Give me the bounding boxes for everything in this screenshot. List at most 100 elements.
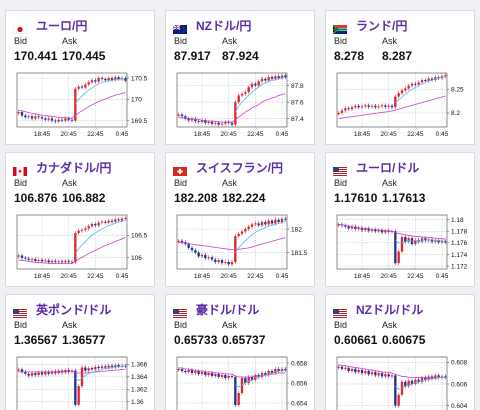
ask-label: Ask xyxy=(382,36,398,46)
candle-body xyxy=(30,259,34,260)
candle-body xyxy=(177,114,180,116)
candle-body xyxy=(117,77,120,79)
candle-body xyxy=(200,254,204,257)
currency-pair-link[interactable]: NZドル/円 xyxy=(196,18,252,33)
card-title[interactable]: NZドル/ドル xyxy=(333,300,423,318)
candle-body xyxy=(37,372,40,375)
candle-body xyxy=(354,226,357,229)
candle-body xyxy=(277,76,280,78)
rate-card-chf-jpy[interactable]: スイスフラン/円 Bid Ask 182.208 182.224 18:45 20… xyxy=(165,152,315,287)
candle-body xyxy=(207,257,210,259)
card-title[interactable]: ユーロ/ドル xyxy=(333,158,419,176)
ma-short-line xyxy=(395,377,446,390)
candle-body xyxy=(387,374,390,377)
candle-body xyxy=(390,105,394,108)
candle-body xyxy=(414,379,417,384)
ma-short-line xyxy=(235,221,286,253)
candle-body xyxy=(207,122,210,123)
candle-body xyxy=(397,93,400,97)
card-title[interactable]: ユーロ/円 xyxy=(12,16,88,34)
candle-body xyxy=(347,108,350,110)
candle-body xyxy=(434,77,437,81)
card-title[interactable]: NZドル/円 xyxy=(172,16,252,34)
candle-body xyxy=(100,366,104,369)
candle-body xyxy=(120,218,124,221)
candle-body xyxy=(197,371,200,374)
price-chart[interactable]: 18:45 20:45 22:45 0:45 87.8 87.6 87.4 xyxy=(174,71,314,144)
currency-pair-link[interactable]: 豪ドル/ドル xyxy=(196,302,260,317)
card-title[interactable]: 豪ドル/ドル xyxy=(173,300,259,318)
rate-card-gbp-usd[interactable]: 英ポンド/ドル Bid Ask 1.36567 1.36577 18:4520:… xyxy=(5,294,155,410)
currency-pair-link[interactable]: スイスフラン/円 xyxy=(196,160,283,175)
price-chart[interactable]: 18:45 20:45 22:45 0:45 1.18 1.178 1.176 1.174 1.… xyxy=(334,213,474,286)
candle-body xyxy=(407,380,410,387)
candle-body xyxy=(47,118,50,120)
rate-card-nzd-usd[interactable]: NZドル/ドル Bid Ask 0.60661 0.60675 18:4520:… xyxy=(325,294,475,410)
candle-body xyxy=(224,261,227,263)
rate-card-cad-jpy[interactable]: カナダドル/円 Bid Ask 106.876 106.882 18:45 20:… xyxy=(5,152,155,287)
candle-body xyxy=(27,116,30,118)
candle-body xyxy=(247,377,250,383)
ma-long-line xyxy=(18,237,126,264)
ma-long-line xyxy=(178,367,286,378)
ma-long-line xyxy=(338,95,446,119)
currency-pair-link[interactable]: ランド/円 xyxy=(356,18,408,33)
price-chart[interactable]: 18:45 20:45 22:45 0:45 182 181.5 xyxy=(174,213,314,286)
rate-card-eur-usd[interactable]: ユーロ/ドル Bid Ask 1.17610 1.17613 18:45 20:4… xyxy=(325,152,475,287)
bid-label: Bid xyxy=(14,320,28,330)
candle-body xyxy=(377,230,380,232)
candle-body xyxy=(34,116,37,119)
candle-body xyxy=(420,377,424,382)
currency-pair-link[interactable]: ユーロ/円 xyxy=(36,18,88,33)
price-chart[interactable]: 18:45 20:45 22:45 0:45 8.25 8.2 xyxy=(334,71,474,144)
rate-card-nzd-jpy[interactable]: NZドル/円 Bid Ask 87.917 87.924 18:45 20:45 2… xyxy=(165,10,315,145)
price-chart[interactable]: 18:45 20:45 22:45 0:45 170.5 170 169.5 xyxy=(14,71,154,144)
candle-body xyxy=(180,369,184,371)
candle-body xyxy=(277,369,280,371)
x-tick-label: 20:45 xyxy=(221,273,238,280)
currency-pair-link[interactable]: NZドル/ドル xyxy=(356,302,424,317)
candle-body xyxy=(194,371,197,373)
candle-body xyxy=(107,220,110,223)
card-title[interactable]: スイスフラン/円 xyxy=(173,158,283,176)
candle-body xyxy=(344,108,347,111)
currency-pair-link[interactable]: 英ポンド/ドル xyxy=(36,302,112,317)
candle-body xyxy=(444,241,447,243)
y-tick-label: 87.6 xyxy=(291,99,304,106)
rate-card-zar-jpy[interactable]: ランド/円 Bid Ask 8.278 8.287 18:45 20:45 22:4… xyxy=(325,10,475,145)
ask-label: Ask xyxy=(222,320,238,330)
candle-body xyxy=(357,227,360,229)
x-tick-label: 22:45 xyxy=(407,273,424,280)
rate-card-eur-jpy[interactable]: ユーロ/円 Bid Ask 170.441 170.445 18:45 20:45… xyxy=(5,10,155,145)
bid-value: 8.278 xyxy=(334,49,365,63)
card-title[interactable]: ランド/円 xyxy=(332,16,408,34)
candle-body xyxy=(260,78,264,82)
candle-body xyxy=(210,373,214,376)
currency-pair-link[interactable]: カナダドル/円 xyxy=(36,160,112,175)
candle-body xyxy=(344,367,347,369)
ask-value: 0.60675 xyxy=(382,333,426,347)
price-chart[interactable]: 18:45 20:45 22:45 0:45 106.5 106 xyxy=(14,213,154,286)
card-title[interactable]: カナダドル/円 xyxy=(13,158,111,176)
candle-body xyxy=(407,85,410,89)
candle-body xyxy=(40,372,44,375)
candle-body xyxy=(60,261,64,263)
candle-body xyxy=(197,252,200,257)
plot-frame xyxy=(336,214,448,270)
candle-body xyxy=(77,386,80,405)
candle-body xyxy=(284,75,287,78)
ma-long-line xyxy=(178,237,286,251)
candle-body xyxy=(387,105,390,107)
candle-body xyxy=(370,372,374,375)
candle-body xyxy=(394,231,397,264)
candle-body xyxy=(60,119,64,121)
candle-body xyxy=(240,93,244,96)
x-tick-label: 0:45 xyxy=(436,273,449,280)
candle-body xyxy=(47,260,50,263)
rate-card-aud-usd[interactable]: 豪ドル/ドル Bid Ask 0.65733 0.65737 18:4520:4… xyxy=(165,294,315,410)
card-title[interactable]: 英ポンド/ドル xyxy=(13,300,111,318)
currency-pair-link[interactable]: ユーロ/ドル xyxy=(356,160,420,175)
